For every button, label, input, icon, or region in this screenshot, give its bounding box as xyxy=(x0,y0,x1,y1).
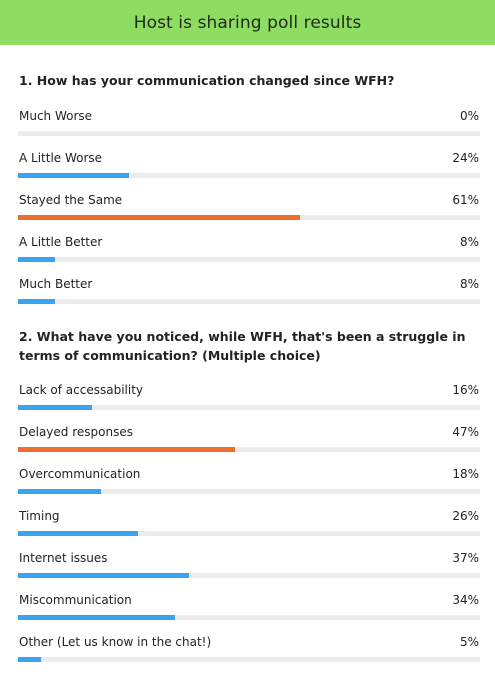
option-label: A Little Worse xyxy=(19,151,103,165)
option-label: Timing xyxy=(19,509,60,523)
option-percent: 47% xyxy=(452,425,479,439)
option-percent: 26% xyxy=(452,509,479,523)
option-percent: 34% xyxy=(452,593,479,607)
poll-option: Other (Let us know in the chat!) 5% xyxy=(18,634,480,674)
option-label: Overcommunication xyxy=(19,467,141,481)
poll-option: Lack of accessability 16% xyxy=(18,382,480,422)
option-label: Miscommunication xyxy=(19,593,132,607)
option-label: Much Worse xyxy=(19,109,93,123)
result-bar-fill xyxy=(18,173,129,178)
option-percent: 8% xyxy=(459,277,479,291)
poll-results-header: Host is sharing poll results xyxy=(0,0,495,45)
result-bar-fill xyxy=(18,657,42,662)
option-label: Delayed responses xyxy=(19,425,133,439)
result-bar-track xyxy=(18,299,480,304)
option-percent: 5% xyxy=(459,635,479,649)
poll-option: Delayed responses 47% xyxy=(18,424,480,464)
result-bar-fill xyxy=(18,215,300,220)
poll-option: A Little Worse 24% xyxy=(18,150,480,190)
poll-option: Stayed the Same 61% xyxy=(18,192,480,232)
option-percent: 24% xyxy=(452,151,479,165)
option-label: Other (Let us know in the chat!) xyxy=(19,635,212,649)
result-bar-fill xyxy=(18,299,55,304)
option-label: Internet issues xyxy=(19,551,108,565)
result-bar-track xyxy=(18,215,480,220)
option-label: Lack of accessability xyxy=(19,383,143,397)
result-bar-track xyxy=(18,447,480,452)
result-bar-track xyxy=(18,573,480,578)
option-label: Much Better xyxy=(19,277,93,291)
result-bar-fill xyxy=(18,447,236,452)
result-bar-track xyxy=(18,657,480,662)
question-1-title: 1. How has your communication changed si… xyxy=(19,73,395,88)
result-bar-fill xyxy=(18,489,102,494)
poll-option: Timing 26% xyxy=(18,508,480,548)
result-bar-fill xyxy=(18,257,55,262)
poll-option: A Little Better 8% xyxy=(18,234,480,274)
poll-option: Much Better 8% xyxy=(18,276,480,316)
result-bar-track xyxy=(18,405,480,410)
option-percent: 61% xyxy=(452,193,479,207)
result-bar-track xyxy=(18,131,480,136)
result-bar-track xyxy=(18,173,480,178)
result-bar-fill xyxy=(18,573,189,578)
result-bar-fill xyxy=(18,615,176,620)
option-percent: 16% xyxy=(452,383,479,397)
poll-option: Overcommunication 18% xyxy=(18,466,480,506)
header-title: Host is sharing poll results xyxy=(133,12,362,33)
option-label: A Little Better xyxy=(19,235,103,249)
poll-option: Much Worse 0% xyxy=(18,108,480,148)
option-percent: 0% xyxy=(459,109,479,123)
result-bar-track xyxy=(18,489,480,494)
result-bar-track xyxy=(18,531,480,536)
question-2-title: 2. What have you noticed, while WFH, tha… xyxy=(19,329,466,363)
result-bar-fill xyxy=(18,405,92,410)
result-bar-track xyxy=(18,615,480,620)
option-percent: 18% xyxy=(452,467,479,481)
result-bar-fill xyxy=(18,531,139,536)
option-label: Stayed the Same xyxy=(19,193,123,207)
result-bar-track xyxy=(18,257,480,262)
poll-option: Internet issues 37% xyxy=(18,550,480,590)
option-percent: 37% xyxy=(452,551,479,565)
option-percent: 8% xyxy=(459,235,479,249)
poll-option: Miscommunication 34% xyxy=(18,592,480,632)
